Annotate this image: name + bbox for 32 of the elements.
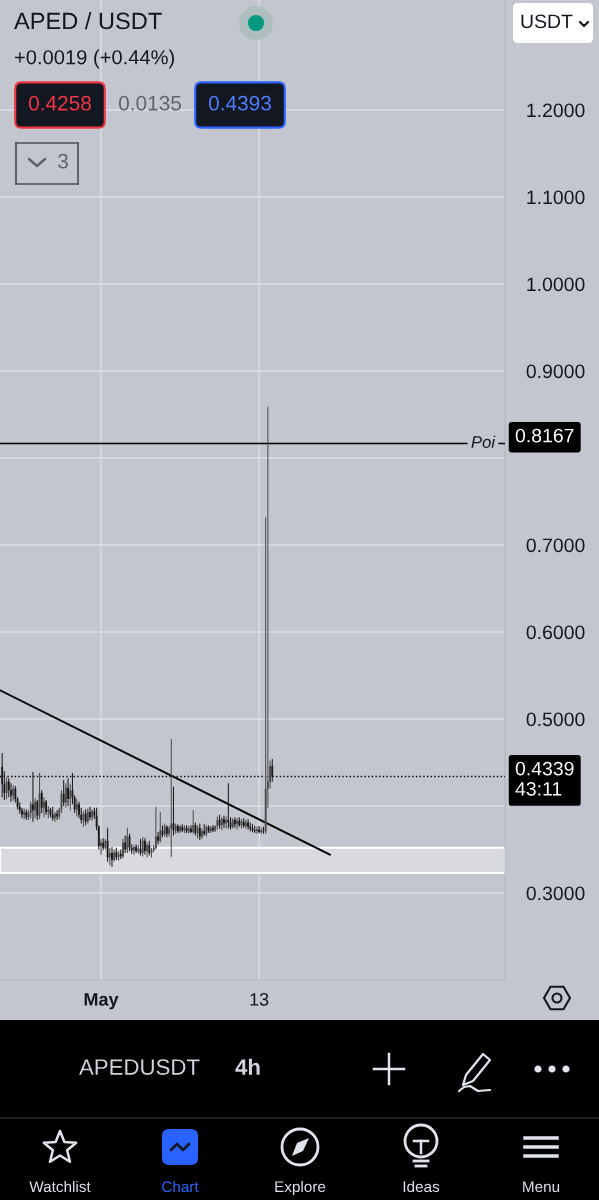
text: USDT (521, 14, 573, 29)
text: Menu (523, 1181, 560, 1193)
y-tick-label: 0.7000 (526, 538, 585, 553)
y-tick-label: 0.5000 (526, 712, 585, 727)
candlestick (1, 752, 4, 798)
annotation: 0.0135 (118, 95, 181, 111)
y-tick-label: 1.0000 (527, 277, 585, 292)
y-tick-label: 0.6000 (526, 625, 585, 640)
text: Watchlist (29, 1180, 91, 1193)
annotation: 0.4393 (208, 95, 271, 111)
text: 4h (235, 1058, 260, 1075)
chart-title: APED / USDT (14, 12, 162, 30)
text: Ideas (403, 1180, 440, 1193)
y-tick-label: 0.3000 (526, 886, 585, 901)
text: Chart (162, 1180, 199, 1193)
text: +0.0019 (+0.44%) (14, 49, 174, 69)
text: 0.4339 43:11 (515, 761, 574, 796)
x-tick-label: May (84, 993, 119, 1010)
y-tick-label: 1.1000 (527, 190, 585, 205)
annotation: 3 (58, 153, 68, 169)
candlestick (67, 777, 69, 807)
candlestick (64, 782, 67, 809)
x-tick-label: 13 (250, 992, 269, 1006)
candlestick (201, 828, 203, 840)
text: APEDUSDT (79, 1059, 200, 1075)
y-tick-label: 0.9000 (526, 364, 585, 379)
text: Explore (275, 1180, 326, 1196)
y-tick-label: 1.2000 (527, 103, 585, 118)
candlestick (78, 801, 80, 819)
text: 0.8167 (515, 428, 574, 443)
ref-line-label: Poi (471, 435, 496, 448)
annotation: 0.4258 (28, 95, 91, 111)
